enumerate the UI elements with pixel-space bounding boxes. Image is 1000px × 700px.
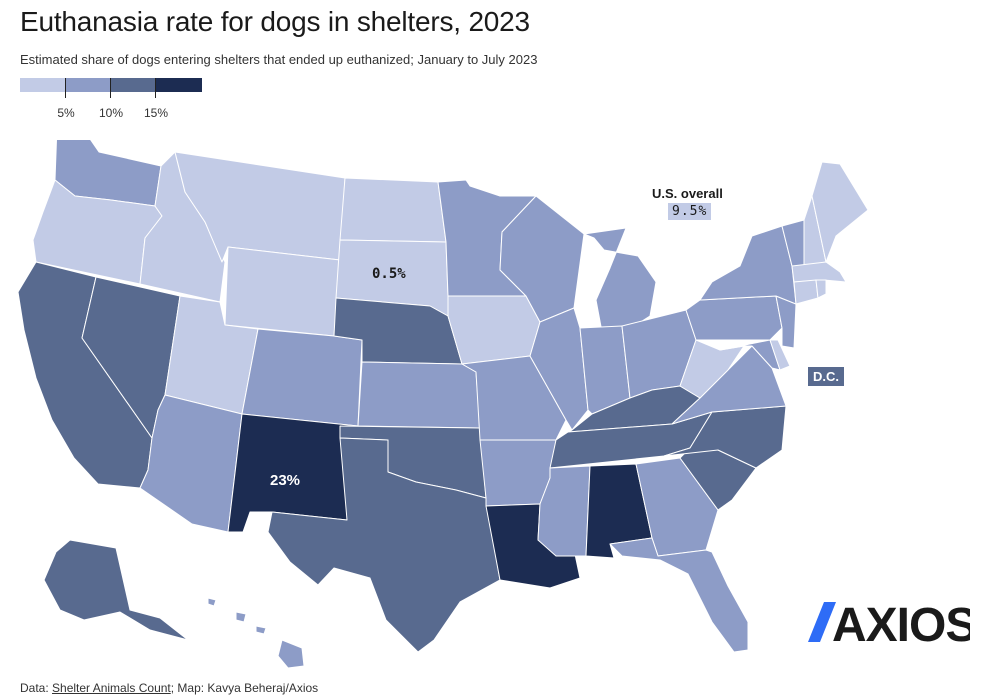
legend-label-5: 5%: [57, 106, 75, 120]
state-florida[interactable]: [609, 537, 749, 653]
state-michigan[interactable]: [583, 227, 657, 335]
state-new-york[interactable]: [699, 225, 797, 305]
legend-tick: [65, 78, 66, 98]
color-legend: 5% 10% 15%: [20, 78, 202, 124]
state-wyoming[interactable]: [224, 246, 341, 337]
state-texas[interactable]: [267, 437, 501, 653]
source-credit: Data: Shelter Animals Count; Map: Kavya …: [20, 681, 318, 695]
state-pennsylvania[interactable]: [685, 295, 783, 341]
source-link[interactable]: Shelter Animals Count: [52, 681, 171, 695]
chart-title: Euthanasia rate for dogs in shelters, 20…: [20, 6, 530, 37]
axios-logo-text: AXIOS: [832, 599, 970, 648]
legend-bin-1: [20, 78, 66, 92]
state-north-carolina[interactable]: [663, 405, 787, 469]
state-delaware[interactable]: [769, 339, 791, 371]
us-state-map: [17, 140, 869, 669]
source-prefix: Data:: [20, 681, 53, 695]
state-kansas[interactable]: [357, 361, 481, 429]
axios-logo-accent: [808, 602, 836, 642]
state-alaska[interactable]: [43, 539, 189, 641]
state-hawaii[interactable]: [207, 597, 305, 669]
us-overall-value: 9.5%: [668, 203, 712, 220]
state-iowa[interactable]: [447, 295, 541, 365]
chart-subtitle: Estimated share of dogs entering shelter…: [20, 52, 538, 67]
legend-tick: [155, 78, 156, 98]
axios-logo: AXIOS: [808, 599, 970, 648]
legend-bin-4: [156, 78, 202, 92]
state-rhode-island[interactable]: [815, 279, 827, 299]
legend-tick: [110, 78, 111, 98]
new-mexico-value-label: 23%: [270, 472, 301, 489]
south-dakota-value-label: 0.5%: [372, 266, 406, 282]
state-north-dakota[interactable]: [339, 177, 447, 243]
state-connecticut[interactable]: [793, 279, 819, 305]
legend-label-10: 10%: [98, 106, 124, 120]
state-massachusetts[interactable]: [791, 261, 847, 283]
state-illinois[interactable]: [529, 307, 589, 431]
us-overall-label: U.S. overall: [652, 186, 723, 201]
legend-bin-2: [66, 78, 111, 92]
legend-label-15: 15%: [143, 106, 169, 120]
dc-callout[interactable]: D.C.: [807, 366, 845, 387]
source-suffix: ; Map: Kavya Beheraj/Axios: [170, 681, 319, 695]
legend-bin-3: [111, 78, 156, 92]
state-colorado[interactable]: [241, 328, 363, 427]
